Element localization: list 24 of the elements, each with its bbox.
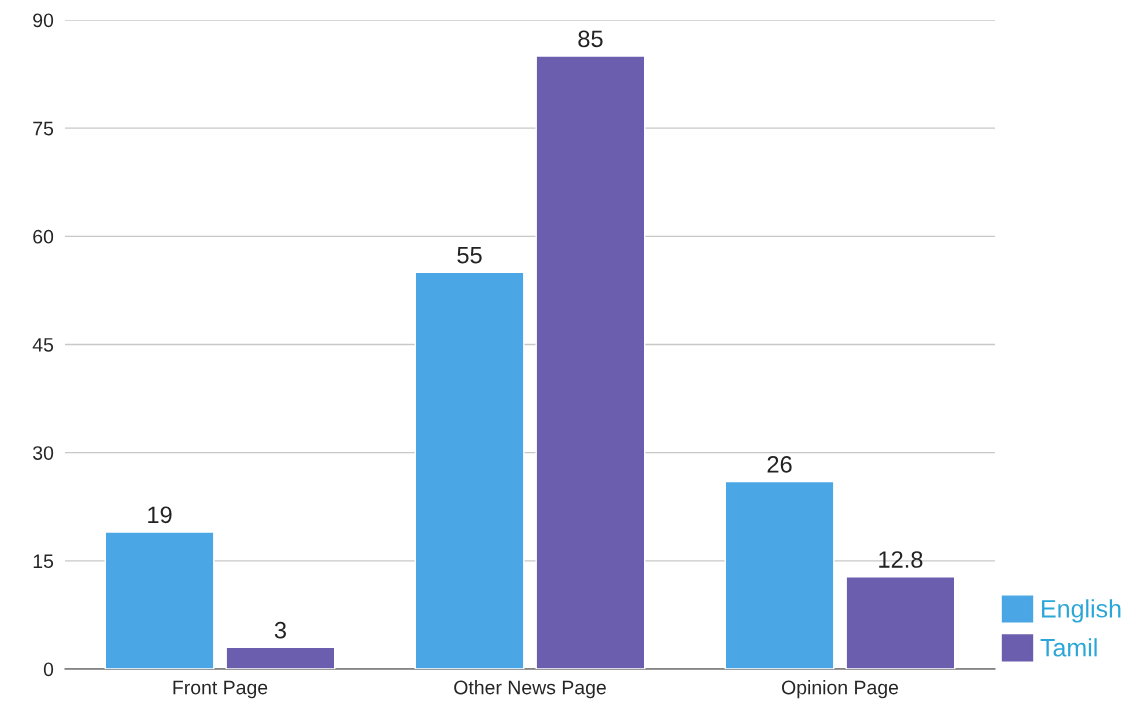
- legend-label: Tamil: [1040, 638, 1097, 657]
- y-tick-label: 15: [33, 554, 54, 569]
- bar: [845, 576, 956, 669]
- x-tick-label: Other News Page: [454, 680, 606, 699]
- data-label: 55: [457, 247, 482, 264]
- y-tick-label: 30: [33, 446, 54, 460]
- y-tick-label: 60: [33, 229, 54, 244]
- data-label: 3: [274, 621, 286, 639]
- data-label: 26: [767, 455, 792, 473]
- y-tick-label: 90: [33, 13, 54, 28]
- x-tick-label: Opinion Page: [782, 680, 899, 699]
- y-tick-label: 0: [43, 662, 54, 677]
- bar: [535, 55, 646, 669]
- data-label: 85: [578, 30, 603, 48]
- bar: [724, 480, 835, 669]
- y-tick-label: 45: [32, 338, 54, 352]
- data-label: 19: [148, 506, 172, 524]
- bar: [414, 271, 525, 669]
- bar: [104, 531, 215, 669]
- bar: [225, 646, 336, 669]
- data-label: 12.8: [879, 551, 923, 568]
- legend-label: English: [1042, 599, 1121, 623]
- x-tick-label: Front Page: [173, 680, 268, 699]
- y-tick-label: 75: [33, 121, 54, 136]
